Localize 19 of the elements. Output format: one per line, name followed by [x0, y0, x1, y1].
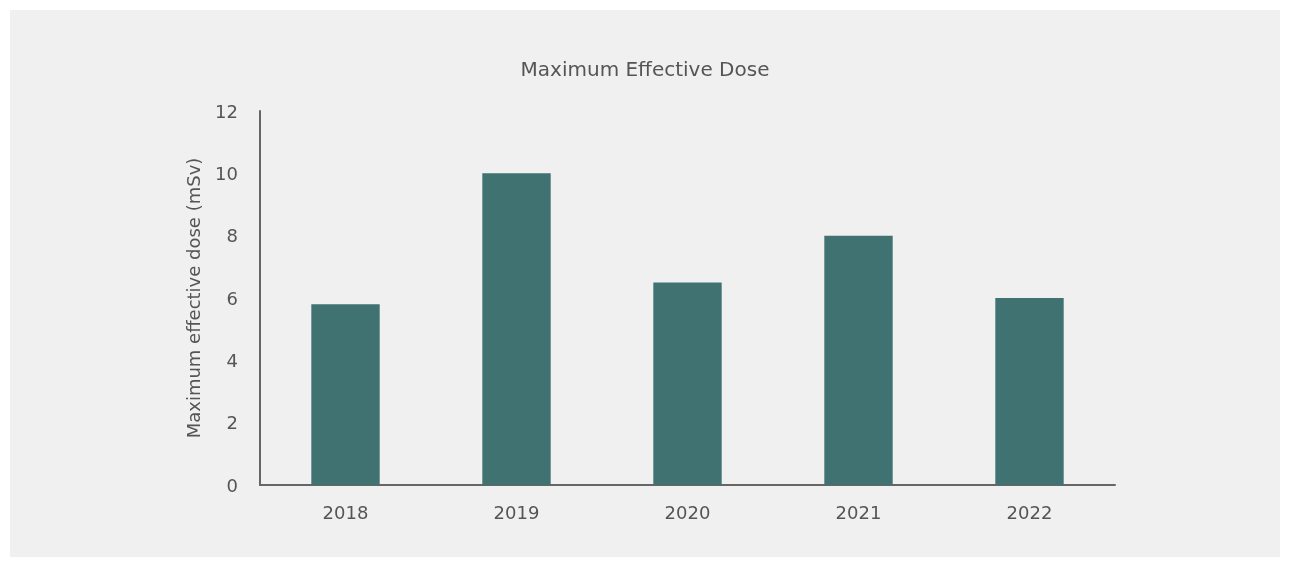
x-tick-label: 2018 — [322, 501, 369, 523]
bar — [311, 304, 380, 485]
bar — [824, 235, 893, 485]
x-tick-label: 2020 — [664, 501, 711, 523]
x-tick-label: 2022 — [1006, 501, 1053, 523]
y-tick-label: 8 — [226, 225, 238, 247]
y-tick-label: 0 — [226, 474, 238, 496]
bar — [995, 298, 1064, 485]
x-tick-label: 2019 — [493, 501, 540, 523]
y-tick-label: 12 — [215, 100, 238, 122]
y-axis-title: Maximum effective dose (mSv) — [182, 157, 204, 439]
chart-title: Maximum Effective Dose — [520, 57, 770, 81]
y-tick-label: 2 — [226, 412, 238, 434]
x-tick-label: 2021 — [835, 501, 882, 523]
bar — [653, 282, 722, 485]
y-tick-label: 4 — [226, 349, 238, 371]
y-tick-label: 10 — [215, 162, 238, 184]
bar — [482, 173, 551, 485]
y-tick-label: 6 — [226, 287, 238, 309]
